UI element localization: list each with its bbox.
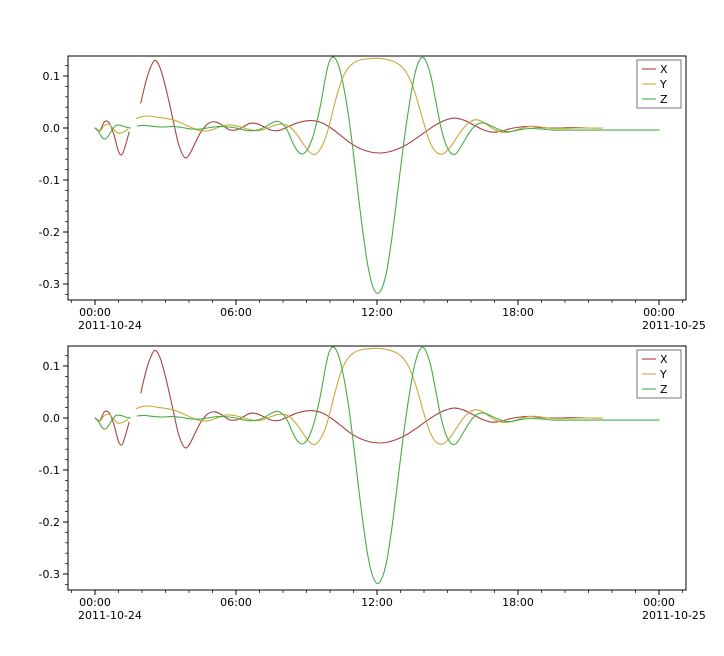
y-tick-label: -0.2 (39, 226, 60, 239)
series-Z-line (94, 414, 131, 430)
legend-label-X: X (660, 353, 668, 366)
legend-label-X: X (660, 63, 668, 76)
x-tick-label: 00:00 (79, 596, 111, 609)
y-tick-label: -0.1 (39, 174, 60, 187)
series-Y-line (94, 123, 129, 134)
y-tick-label: -0.2 (39, 516, 60, 529)
y-tick-label: 0.0 (43, 412, 61, 425)
series-Z-line (94, 124, 131, 140)
series-X-line (94, 120, 130, 156)
plot-frame (67, 55, 687, 301)
x-tick-label: 12:00 (361, 306, 393, 319)
x-tick-label: 18:00 (502, 306, 534, 319)
y-tick-label: -0.3 (39, 568, 60, 581)
y-tick-label: -0.3 (39, 278, 60, 291)
plot-frame (67, 345, 687, 591)
x-tick-label: 00:00 (643, 596, 675, 609)
y-tick-label: -0.1 (39, 464, 60, 477)
legend-label-Z: Z (660, 93, 668, 106)
x-date-label-end: 2011-10-25 (642, 319, 706, 332)
series-X-line (94, 410, 130, 446)
x-tick-label: 00:00 (643, 306, 675, 319)
series-Y-line (94, 413, 129, 424)
chart-bottom: 00:00 06:00 12:00 18:00 00:00 2011-10-24 2011-… (0, 336, 724, 656)
y-tick-label: 0.0 (43, 122, 61, 135)
x-date-label-start: 2011-10-24 (78, 319, 142, 332)
series-X-line (140, 349, 604, 449)
series-Y-line (135, 347, 604, 446)
x-tick-label: 18:00 (502, 596, 534, 609)
x-date-label-end: 2011-10-25 (642, 609, 706, 622)
x-tick-label: 06:00 (220, 306, 252, 319)
series-X-line (140, 59, 604, 159)
y-tick-label: 0.1 (43, 360, 61, 373)
x-tick-label: 00:00 (79, 306, 111, 319)
x-tick-label: 06:00 (220, 596, 252, 609)
x-tick-label: 12:00 (361, 596, 393, 609)
series-Y-line (135, 57, 604, 156)
legend-label-Y: Y (659, 78, 667, 91)
chart-top: 00:00 06:00 12:00 18:00 00:00 2011-10-24 2011-… (39, 55, 706, 332)
legend-label-Z: Z (660, 383, 668, 396)
y-tick-label: 0.1 (43, 70, 61, 83)
legend-label-Y: Y (659, 368, 667, 381)
series-Z-line (136, 346, 660, 585)
x-date-label-start: 2011-10-24 (78, 609, 142, 622)
series-Z-line (136, 56, 660, 295)
